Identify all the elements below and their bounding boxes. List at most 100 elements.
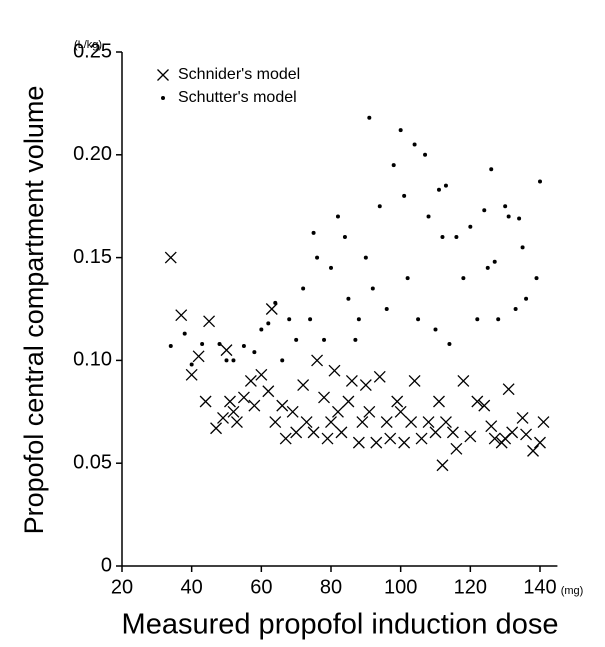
x-tick-label: 140: [523, 576, 556, 598]
point-x: [408, 375, 421, 387]
y-unit: (L/kg): [74, 39, 102, 51]
point-dot: [384, 307, 389, 311]
point-dot: [405, 276, 410, 281]
point-dot: [353, 337, 358, 342]
point-x: [175, 309, 188, 322]
point-x: [262, 385, 275, 398]
point-dot: [377, 204, 382, 209]
point-x: [359, 379, 372, 392]
point-x: [436, 459, 449, 472]
point-dot: [506, 214, 511, 219]
point-dot: [315, 255, 320, 260]
point-dot: [440, 235, 445, 240]
point-dot: [468, 224, 473, 229]
point-dot: [367, 115, 372, 120]
point-dot: [426, 214, 431, 219]
point-dot: [398, 128, 403, 133]
point-x: [394, 405, 407, 418]
point-dot: [416, 317, 421, 322]
point-x: [321, 432, 334, 445]
point-x: [220, 344, 233, 357]
point-x: [471, 395, 484, 408]
point-dot: [402, 193, 407, 198]
y-tick-label: 0.15: [73, 246, 112, 268]
point-x: [185, 368, 198, 381]
point-dot: [252, 350, 257, 355]
point-dot: [482, 208, 487, 213]
point-dot: [346, 296, 351, 301]
point-dot: [335, 214, 340, 219]
point-x: [318, 391, 330, 404]
point-dot: [287, 317, 292, 322]
point-x: [230, 416, 243, 429]
x-tick-label: 60: [250, 576, 272, 598]
point-x: [164, 251, 177, 264]
point-dot: [534, 276, 539, 281]
y-tick-label: 0.25: [73, 40, 112, 62]
point-dot: [280, 358, 285, 363]
point-dot: [370, 286, 375, 291]
point-x: [384, 432, 397, 445]
point-x: [478, 399, 491, 412]
point-x: [363, 405, 376, 418]
point-dot: [461, 276, 466, 281]
point-x: [279, 432, 292, 445]
point-x: [429, 426, 442, 439]
point-dot: [182, 331, 187, 336]
point-x: [210, 422, 223, 435]
point-x: [332, 405, 344, 418]
point-x: [439, 416, 452, 429]
x-axis-label: Measured propofol induction dose: [122, 609, 559, 641]
point-x: [370, 436, 383, 449]
point-x: [485, 420, 498, 433]
point-dot: [342, 235, 347, 240]
point-dot: [492, 259, 497, 264]
point-x: [345, 375, 358, 387]
point-x: [391, 395, 404, 408]
point-x: [537, 416, 550, 429]
point-x: [199, 395, 212, 408]
x-tick-label: 80: [320, 576, 342, 598]
y-tick-label: 0.05: [73, 451, 112, 473]
legend-label: Schnider's model: [178, 66, 300, 83]
point-x: [352, 436, 365, 449]
point-x: [297, 379, 310, 392]
point-x: [520, 428, 533, 441]
y-tick-label: 0: [101, 554, 112, 576]
point-dot: [475, 317, 480, 322]
point-x: [269, 416, 282, 429]
point-dot: [189, 362, 194, 367]
point-dot: [447, 341, 452, 346]
point-x: [217, 412, 229, 424]
point-x: [450, 442, 463, 455]
y-axis-label: Propofol central compartment volume: [19, 86, 49, 535]
point-x: [248, 399, 261, 412]
x-tick-label: 120: [454, 576, 487, 598]
point-x: [516, 412, 529, 424]
point-x: [415, 432, 428, 445]
point-x: [227, 405, 240, 418]
point-dot: [524, 296, 529, 301]
point-dot: [496, 317, 501, 322]
point-x: [373, 370, 386, 383]
point-dot: [454, 235, 459, 240]
point-dot: [231, 358, 236, 363]
point-x: [290, 426, 303, 439]
point-x: [307, 426, 320, 439]
point-x: [356, 416, 369, 429]
point-dot: [294, 337, 299, 342]
point-x: [265, 303, 278, 315]
point-x: [325, 416, 337, 429]
x-tick-label: 20: [111, 576, 133, 598]
point-x: [457, 375, 470, 387]
point-dot: [266, 321, 271, 326]
point-dot: [513, 307, 518, 311]
y-tick-label: 0.10: [73, 349, 112, 371]
point-x: [464, 430, 477, 443]
point-dot: [161, 96, 165, 100]
point-dot: [329, 265, 333, 270]
point-dot: [489, 167, 494, 172]
point-dot: [241, 344, 246, 349]
point-x: [286, 405, 299, 418]
